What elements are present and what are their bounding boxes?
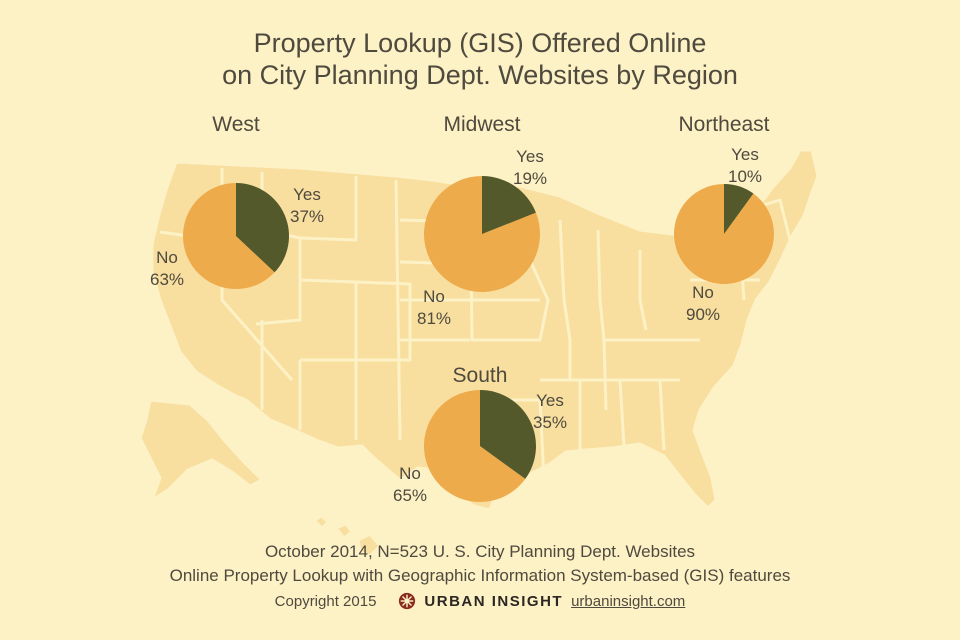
pie-slice-south-no <box>423 390 526 502</box>
urban-insight-logo-icon <box>399 592 416 610</box>
pie-midwest <box>424 176 541 292</box>
pie-slice-northeast-yes <box>724 184 754 234</box>
west-yes-label: Yes <box>293 185 321 204</box>
west-no-label: No <box>156 248 178 267</box>
pie-slice-midwest-no <box>424 176 541 292</box>
pie-south <box>423 390 536 502</box>
northeast-yes-value: 10% <box>728 167 762 186</box>
northeast-no-value: 90% <box>686 305 720 324</box>
south-yes-value: 35% <box>533 413 567 432</box>
pie-west <box>183 183 290 289</box>
northeast-yes-label: Yes <box>731 145 759 164</box>
us-map-background <box>138 148 820 558</box>
pie-slice-south-yes <box>480 390 536 479</box>
west-no-value: 63% <box>150 270 184 289</box>
pie-northeast <box>673 183 774 284</box>
alaska-shape <box>138 398 264 502</box>
south-no-value: 65% <box>393 486 427 505</box>
chart-title-line-1: Property Lookup (GIS) Offered Online <box>254 28 707 58</box>
midwest-yes-label: Yes <box>516 147 544 166</box>
credit-line: Copyright 2015 URBAN INSIGHT urbaninsigh… <box>0 592 960 610</box>
region-title-northeast: Northeast <box>678 113 769 136</box>
south-no-label: No <box>399 464 421 483</box>
copyright-text: Copyright 2015 <box>274 592 377 610</box>
chart-title-line-2: on City Planning Dept. Websites by Regio… <box>222 60 738 90</box>
region-title-west: West <box>212 113 260 136</box>
midwest-no-label: No <box>423 287 445 306</box>
south-yes-label: Yes <box>536 391 564 410</box>
pie-slice-northeast-no <box>673 183 774 284</box>
brand-name: URBAN INSIGHT <box>424 592 564 610</box>
hawaii-shape <box>312 514 382 558</box>
region-title-midwest: Midwest <box>443 113 520 136</box>
west-yes-value: 37% <box>290 207 324 226</box>
footnote-description: Online Property Lookup with Geographic I… <box>169 566 791 585</box>
pie-slice-west-yes <box>236 183 290 273</box>
footnote-source: October 2014, N=523 U. S. City Planning … <box>264 542 696 561</box>
midwest-no-value: 81% <box>417 309 451 328</box>
region-title-south: South <box>453 364 508 387</box>
pie-slice-west-no <box>183 183 275 289</box>
midwest-yes-value: 19% <box>513 169 547 188</box>
northeast-no-label: No <box>692 283 714 302</box>
brand-url-link[interactable]: urbaninsight.com <box>571 592 686 610</box>
pie-slice-midwest-yes <box>482 176 536 234</box>
state-borders <box>159 168 792 481</box>
